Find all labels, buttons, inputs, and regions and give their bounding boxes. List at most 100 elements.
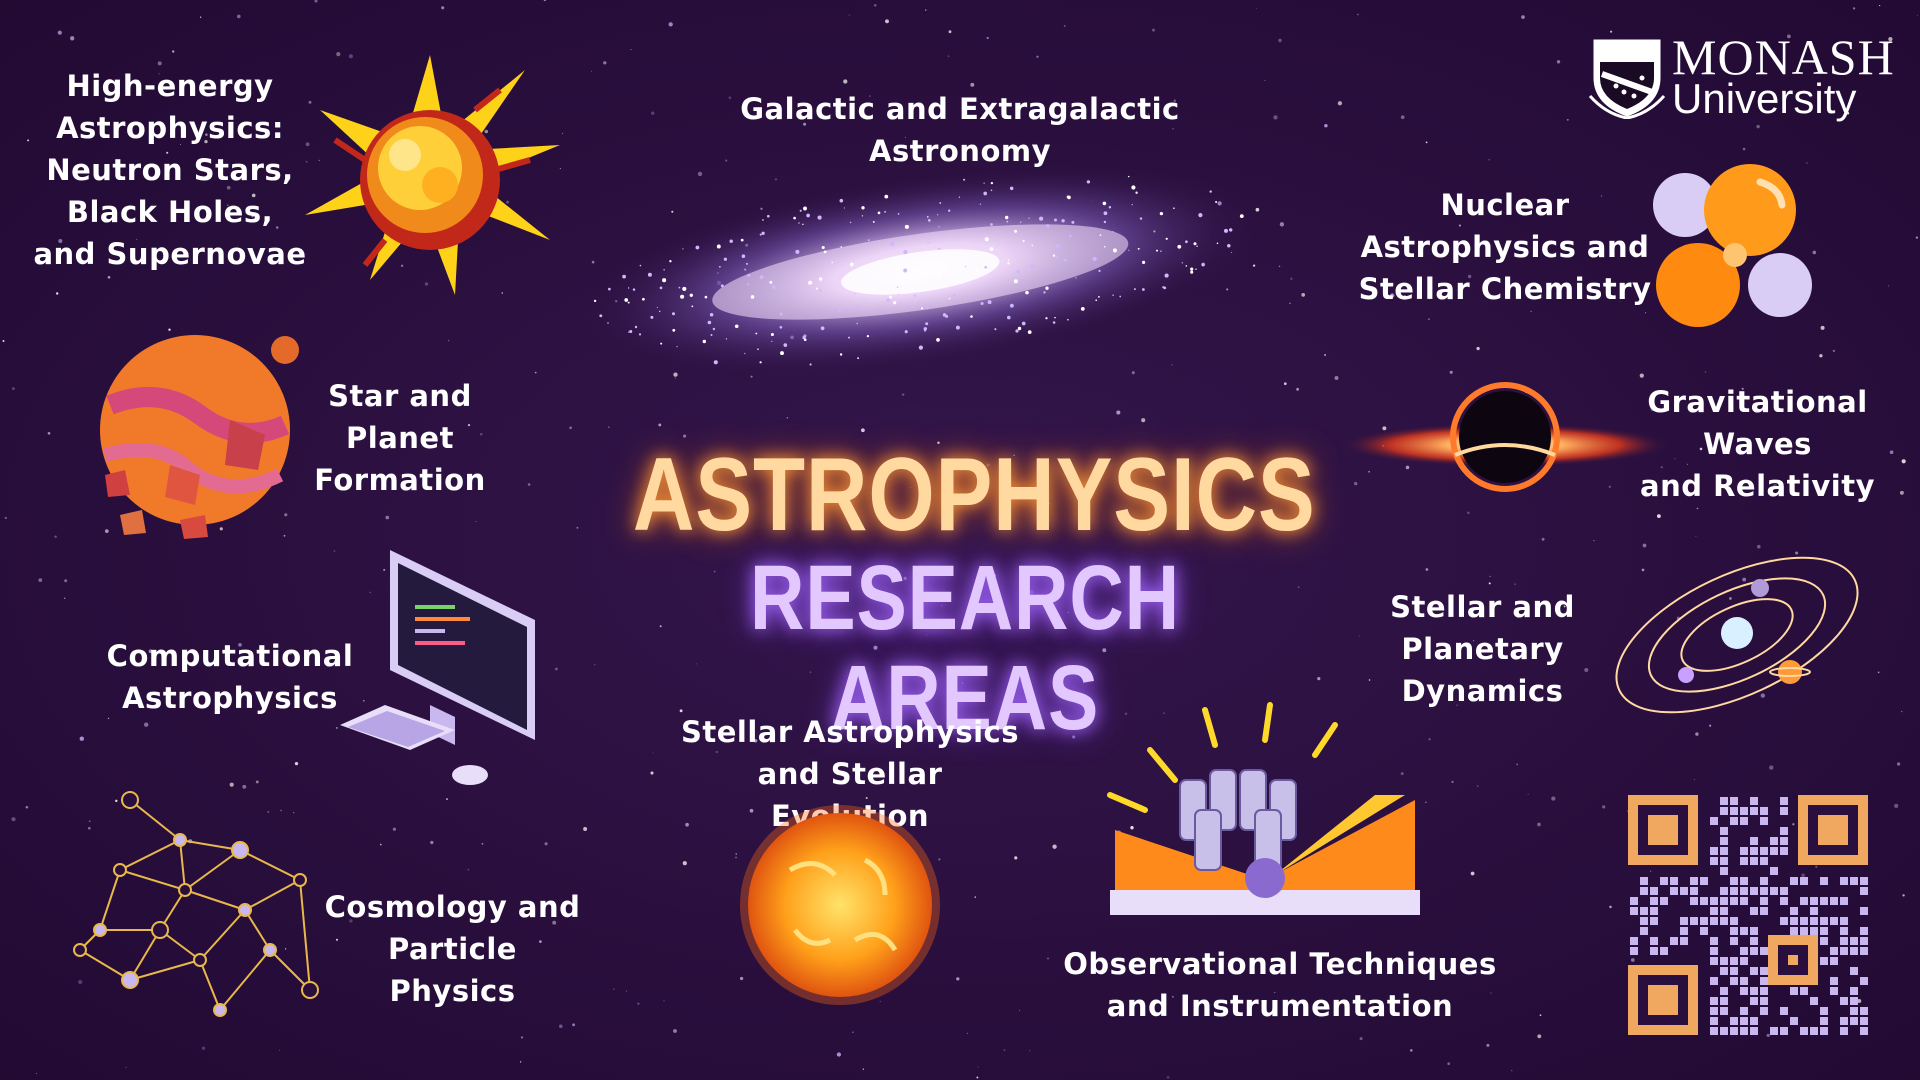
star-dot (467, 869, 469, 871)
qr-module (1820, 917, 1828, 925)
star-dot (333, 550, 336, 552)
network-edge (299, 879, 311, 991)
star-dot (658, 423, 662, 427)
star-dot (1563, 605, 1566, 608)
star-dot (1256, 7, 1257, 9)
qr-module (1840, 947, 1848, 955)
qr-module (1740, 887, 1748, 895)
star-dot (1899, 490, 1904, 495)
qr-module (1730, 887, 1738, 895)
galaxy-star (740, 238, 744, 242)
star-dot (1488, 159, 1490, 161)
galaxy-star (896, 286, 899, 289)
galaxy-star (628, 331, 630, 333)
galaxy-star (750, 295, 755, 299)
star-dot (1298, 1002, 1301, 1005)
galaxy-star (1021, 321, 1026, 326)
star-dot (1278, 38, 1282, 43)
qr-code-icon (1628, 795, 1868, 1035)
galaxy-star (795, 249, 800, 254)
star-dot (115, 799, 118, 803)
qr-module (1818, 815, 1848, 845)
galaxy-star (1099, 234, 1102, 236)
star-dot (204, 139, 208, 144)
qr-module (1740, 877, 1748, 885)
star-dot (1674, 458, 1676, 460)
galaxy-star (1231, 251, 1233, 253)
qr-module (1800, 1027, 1808, 1035)
label-cosmology: Cosmology and Particle Physics (324, 890, 581, 1008)
galaxy-star (759, 361, 762, 364)
star-dot (1447, 1062, 1451, 1066)
qr-module (1720, 997, 1728, 1005)
qr-module (1760, 847, 1768, 855)
star-dot (1600, 195, 1603, 197)
star-dot (179, 143, 181, 145)
qr-module (1650, 937, 1658, 945)
galaxy-star (818, 277, 823, 281)
qr-module (1750, 987, 1758, 995)
star-dot (1693, 779, 1695, 781)
qr-module (1770, 847, 1778, 855)
galaxy-star (1019, 221, 1022, 223)
galaxy-star (936, 338, 940, 342)
galaxy-star (1022, 239, 1025, 243)
galaxy-star (769, 280, 773, 284)
galaxy-star (990, 189, 993, 192)
galaxy-star (746, 262, 748, 265)
star-dot (1172, 127, 1174, 130)
network-edge (119, 869, 186, 891)
star-dot (1029, 590, 1034, 595)
star-dot (229, 782, 234, 787)
star-dot (1539, 1014, 1542, 1017)
orbit-system-icon (1615, 556, 1859, 714)
galaxy-star (963, 178, 966, 181)
qr-module (1860, 877, 1868, 885)
qr-module (1700, 927, 1708, 935)
galaxy-star (904, 224, 909, 229)
label-computational: Computational Astrophysics (106, 639, 354, 715)
star-dot (56, 292, 59, 295)
galaxy-star (1027, 330, 1032, 334)
galaxy-star (1043, 291, 1046, 294)
star-dot (1915, 236, 1919, 239)
star-dot (288, 651, 292, 655)
star-dot (1805, 161, 1808, 164)
qr-module (1860, 1017, 1868, 1025)
star-dot (1770, 558, 1772, 560)
star-dot (447, 339, 450, 342)
star-dot (1760, 693, 1766, 698)
star-dot (242, 784, 247, 789)
galaxy-star (957, 280, 961, 283)
star-dot (1696, 507, 1699, 510)
qr-module (1830, 917, 1838, 925)
qr-module (1810, 1027, 1818, 1035)
galaxy-star (948, 209, 951, 212)
star-dot (1451, 780, 1454, 783)
star-dot (1657, 514, 1661, 518)
network-node (178, 883, 192, 897)
star-dot (1609, 245, 1613, 249)
star-dot (441, 6, 445, 10)
qr-module (1780, 917, 1788, 925)
star-dot (865, 796, 868, 800)
galaxy-star (607, 322, 609, 324)
qr-module (1720, 987, 1728, 995)
qr-module (1750, 907, 1758, 915)
galaxy-star (1131, 203, 1133, 206)
qr-module (1860, 1007, 1868, 1015)
galaxy-star (937, 247, 940, 250)
star-dot (1013, 454, 1015, 456)
qr-module (1750, 847, 1758, 855)
galaxy-star (1043, 238, 1046, 241)
galaxy-star (921, 307, 924, 310)
qr-module (1720, 857, 1728, 865)
star-dot (335, 726, 338, 729)
galaxy-star (689, 293, 693, 297)
network-node (231, 841, 249, 859)
star-dot (2, 340, 5, 342)
galaxy-star (1017, 326, 1022, 331)
qr-module (1660, 897, 1668, 905)
qr-module (1850, 997, 1858, 1005)
star-dot (1274, 992, 1276, 994)
